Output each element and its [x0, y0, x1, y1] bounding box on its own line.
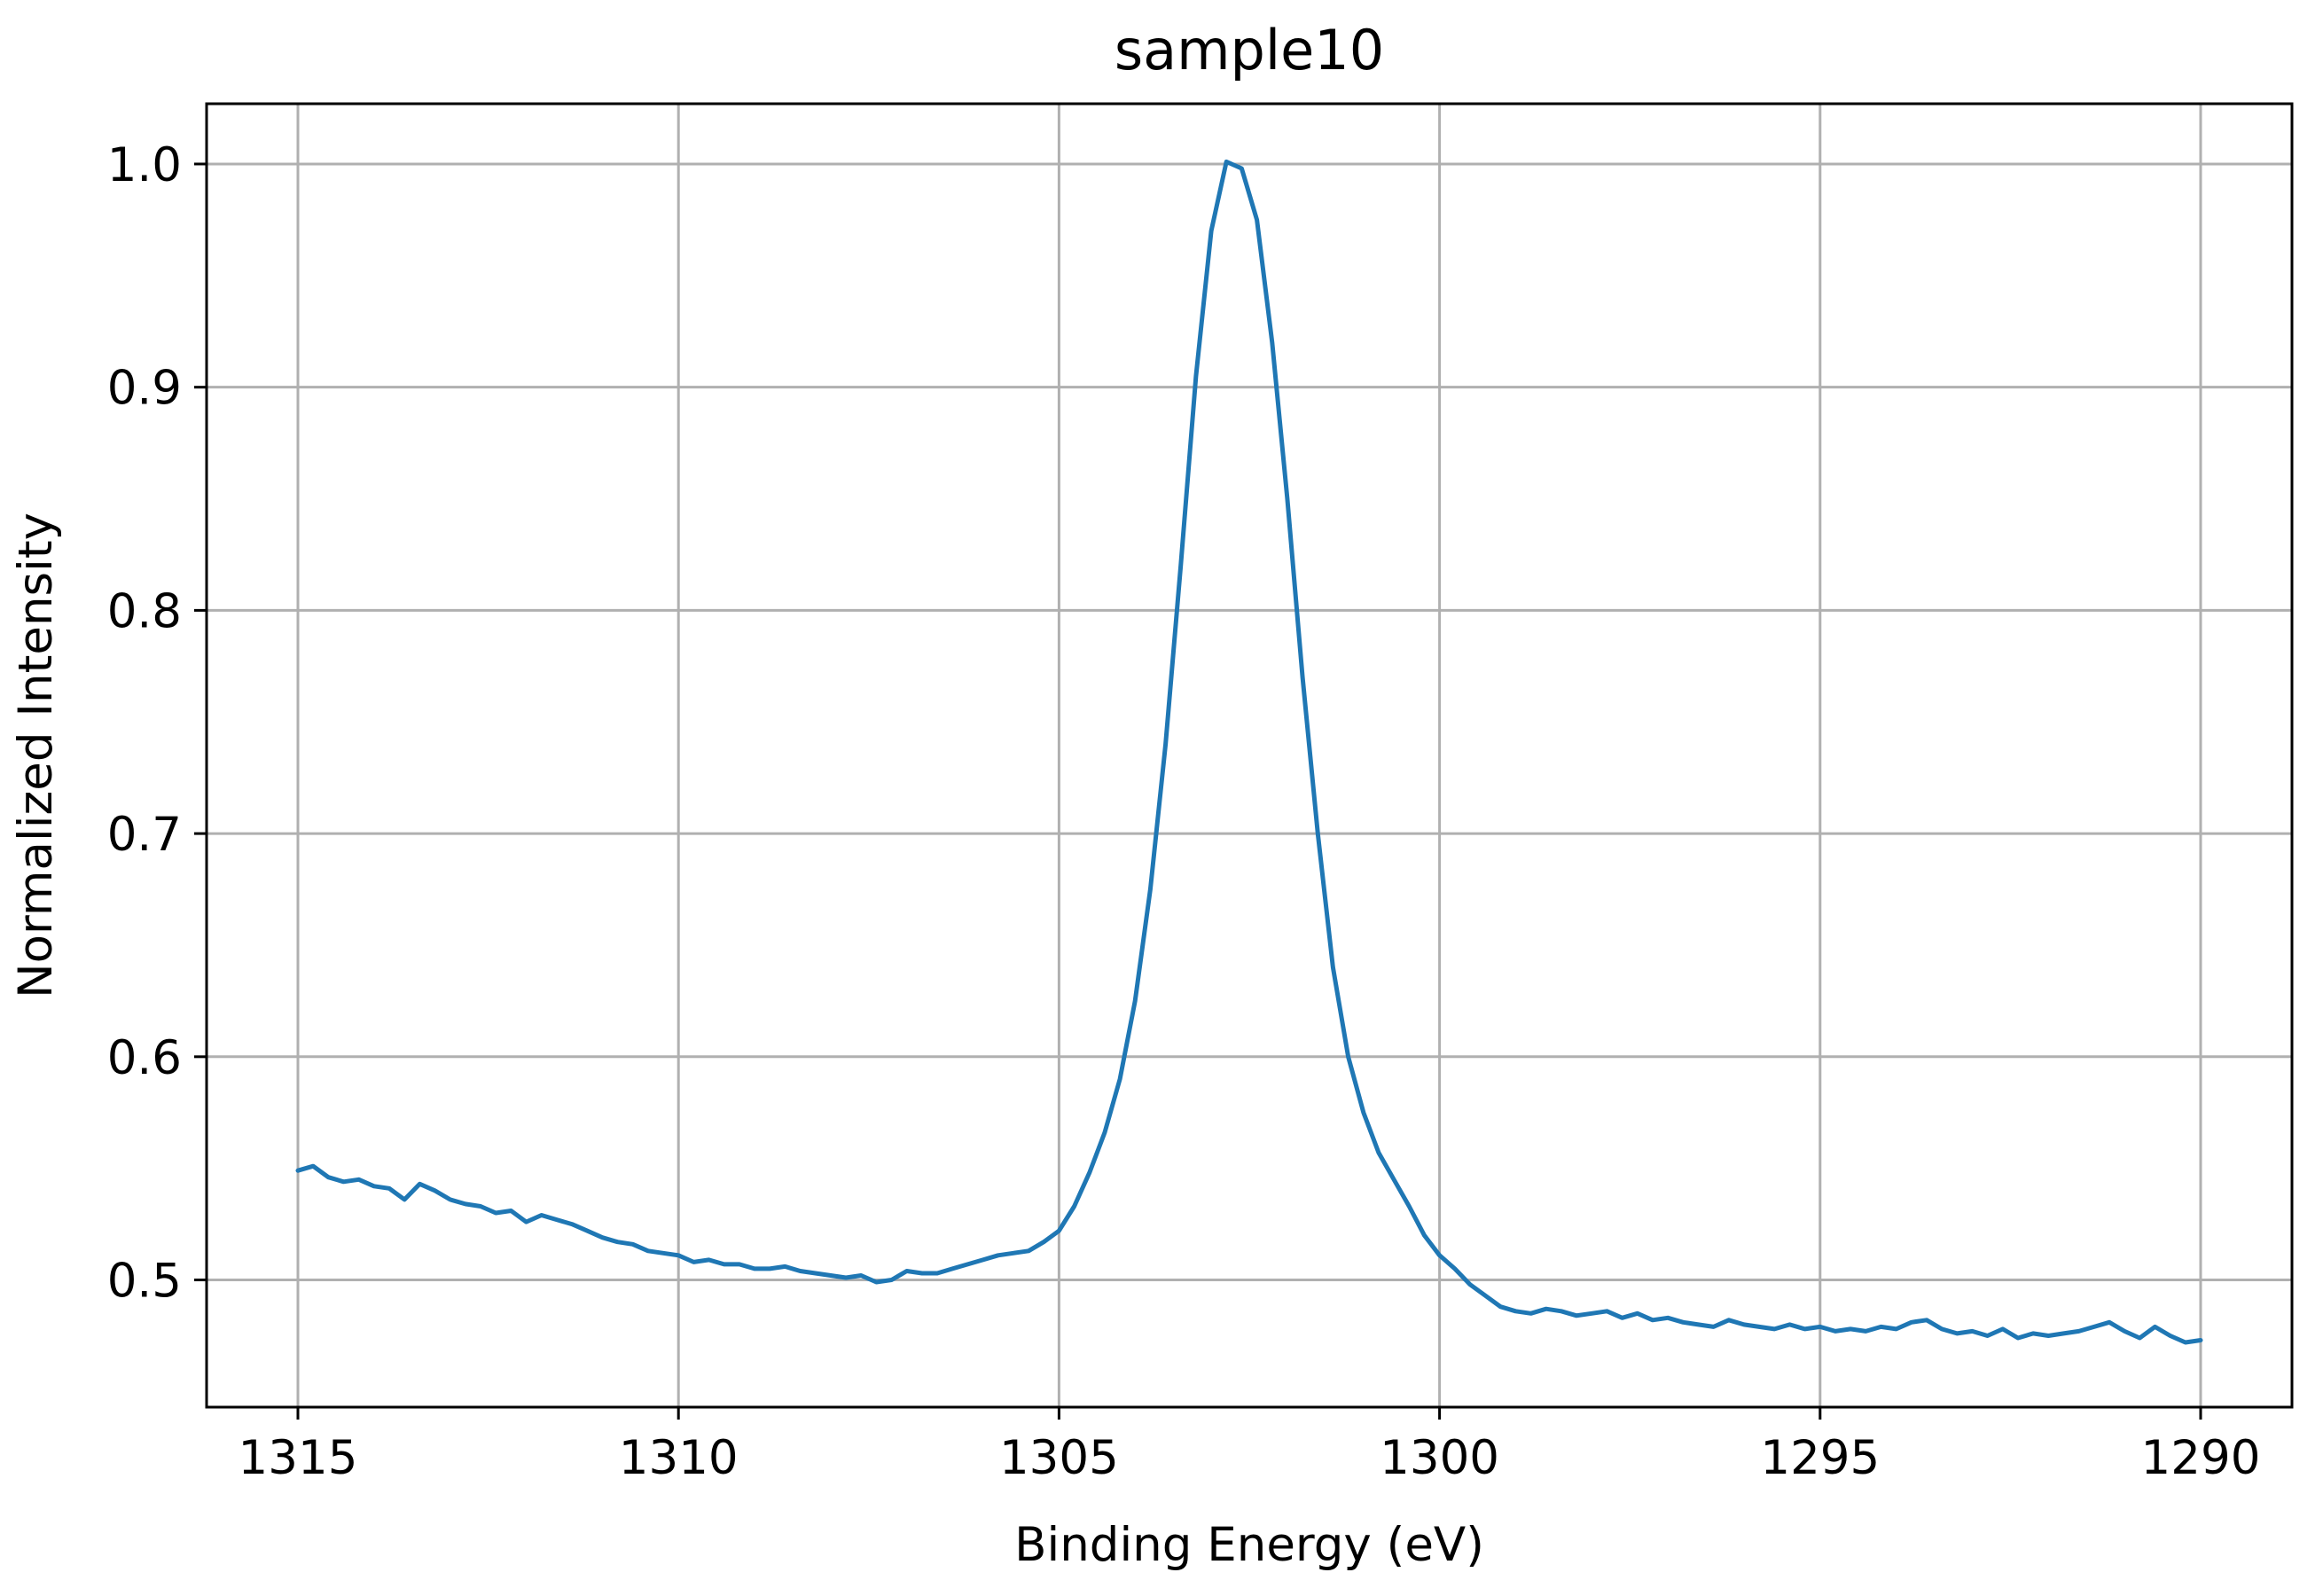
x-tick-label: 1305	[999, 1431, 1119, 1485]
y-tick-label: 0.5	[107, 1255, 182, 1309]
series-line	[295, 159, 2203, 1345]
y-tick-label: 0.7	[107, 808, 182, 862]
x-tick-label: 1315	[239, 1431, 358, 1485]
x-tick-label: 1310	[619, 1431, 739, 1485]
y-axis-label: Normalized Intensity	[9, 512, 63, 998]
y-tick-label: 0.8	[107, 584, 182, 638]
x-tick-label: 1295	[1760, 1431, 1880, 1485]
x-axis-label: Binding Energy (eV)	[1014, 1518, 1484, 1572]
y-tick-label: 0.9	[107, 362, 182, 416]
plot-frame	[205, 102, 2294, 1409]
y-tick-label: 0.6	[107, 1031, 182, 1085]
x-tick-label: 1300	[1380, 1431, 1499, 1485]
series-layer	[295, 159, 2203, 1345]
axis-ticks: 1315 1310 1305 1300 1295 1290 0.5 0.6 0.7 0.8 0.9 1…	[107, 138, 2261, 1485]
y-tick-label: 1.0	[107, 138, 182, 192]
grid-lines	[207, 104, 2292, 1407]
x-tick-label: 1290	[2141, 1431, 2261, 1485]
chart-title: sample10	[1115, 18, 1384, 82]
